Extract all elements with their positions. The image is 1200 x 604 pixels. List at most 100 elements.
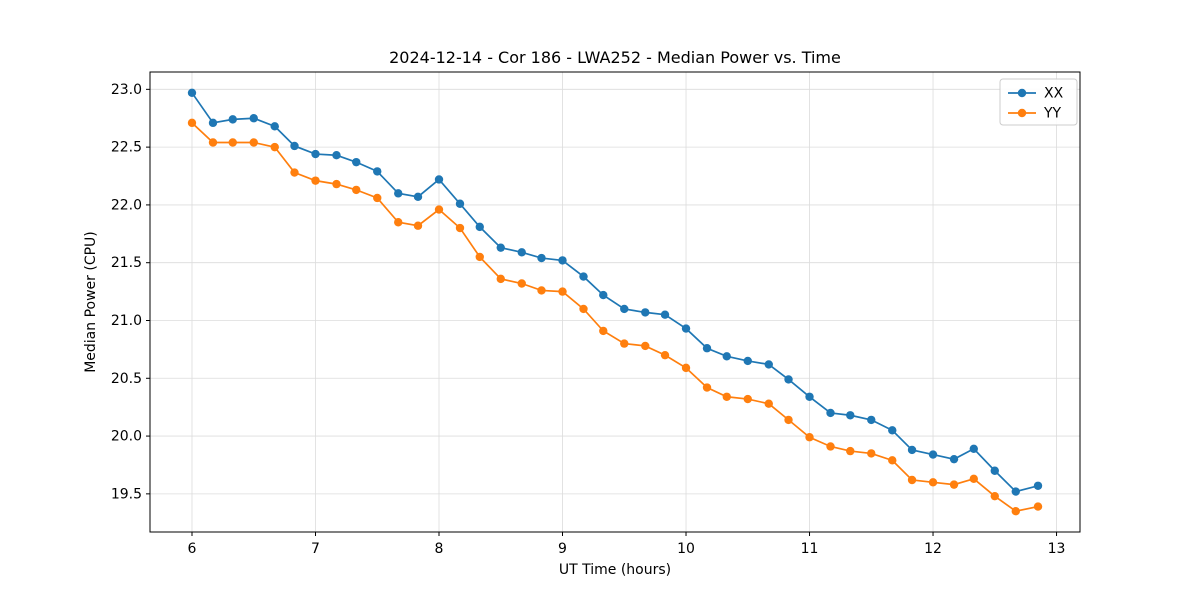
y-tick-label: 23.0: [111, 82, 142, 98]
marker-XX: [496, 243, 505, 252]
marker-XX: [888, 426, 897, 435]
marker-YY: [907, 475, 917, 485]
marker-XX: [1033, 481, 1043, 490]
marker-YY: [620, 339, 629, 348]
marker-YY: [290, 168, 299, 177]
marker-XX: [990, 466, 999, 475]
marker-YY: [702, 383, 712, 392]
legend-marker-XX: [1017, 88, 1027, 98]
marker-YY: [805, 433, 814, 442]
marker-XX: [641, 308, 650, 317]
marker-XX: [784, 375, 793, 384]
marker-YY: [332, 179, 341, 189]
marker-XX: [764, 360, 773, 369]
marker-YY: [867, 449, 876, 458]
marker-YY: [413, 221, 423, 230]
marker-XX: [537, 253, 546, 263]
marker-XX: [311, 149, 320, 159]
marker-YY: [641, 341, 650, 351]
marker-YY: [990, 491, 999, 501]
legend: XX YY: [999, 78, 1078, 126]
marker-YY: [352, 185, 361, 195]
marker-XX: [599, 290, 608, 300]
marker-YY: [599, 326, 608, 336]
y-tick-label: 21.0: [111, 313, 142, 329]
y-tick-label: 21.5: [111, 255, 142, 271]
marker-XX: [455, 199, 465, 208]
marker-XX: [558, 256, 567, 265]
marker-YY: [517, 279, 526, 288]
marker-YY: [1011, 506, 1020, 516]
marker-XX: [826, 408, 835, 418]
marker-XX: [702, 344, 712, 353]
marker-YY: [764, 399, 773, 408]
marker-XX: [332, 151, 341, 160]
legend-label-XX: XX: [1044, 86, 1064, 102]
y-tick-label: 20.5: [111, 371, 142, 387]
marker-XX: [722, 352, 731, 361]
marker-YY: [270, 142, 279, 152]
x-tick-label: 12: [924, 541, 942, 557]
y-tick-label: 20.0: [111, 429, 142, 445]
marker-YY: [928, 478, 938, 487]
marker-XX: [805, 392, 814, 401]
marker-XX: [187, 88, 197, 98]
marker-XX: [517, 248, 526, 257]
x-tick-label: 9: [558, 541, 567, 557]
legend-label-YY: YY: [1043, 106, 1062, 122]
marker-XX: [228, 115, 237, 124]
marker-XX: [475, 222, 484, 232]
x-tick-label: 10: [677, 541, 695, 557]
marker-XX: [846, 411, 855, 420]
marker-XX: [681, 324, 691, 333]
marker-XX: [208, 118, 218, 128]
marker-XX: [928, 450, 938, 459]
marker-YY: [373, 193, 382, 203]
marker-YY: [1033, 502, 1043, 511]
x-tick-label: 13: [1048, 541, 1066, 557]
x-axis-label: UT Time (hours): [559, 562, 671, 578]
marker-YY: [249, 138, 258, 147]
marker-YY: [579, 304, 588, 314]
axes: 6 7 8 9 10 11 12 13 19.5 20.0 20.5 21.0 21.5 22.0 22.5…: [111, 71, 1081, 557]
marker-XX: [290, 141, 299, 151]
marker-XX: [969, 444, 978, 453]
y-tick-label: 22.5: [111, 140, 142, 156]
marker-YY: [888, 456, 897, 465]
marker-XX: [743, 356, 752, 366]
legend-marker-YY: [1017, 108, 1027, 118]
x-tick-label: 6: [188, 541, 197, 557]
marker-YY: [681, 363, 691, 373]
marker-YY: [722, 392, 731, 401]
y-tick-label: 19.5: [111, 486, 142, 502]
marker-XX: [1011, 487, 1020, 496]
marker-YY: [558, 287, 567, 296]
legend-box: [999, 78, 1078, 126]
marker-XX: [413, 192, 423, 202]
marker-YY: [228, 138, 237, 147]
x-tick-label: 11: [801, 541, 819, 557]
marker-YY: [743, 394, 752, 404]
marker-XX: [270, 122, 279, 131]
y-axis-label: Median Power (CPU): [83, 231, 99, 373]
marker-XX: [907, 445, 917, 455]
marker-YY: [455, 223, 465, 233]
marker-XX: [620, 304, 629, 314]
marker-YY: [475, 252, 484, 262]
marker-YY: [434, 205, 444, 214]
chart-title: 2024-12-14 - Cor 186 - LWA252 - Median P…: [389, 48, 841, 67]
marker-YY: [784, 415, 793, 425]
x-tick-label: 7: [311, 541, 320, 557]
y-tick-label: 22.0: [111, 197, 142, 213]
marker-YY: [826, 442, 835, 451]
marker-XX: [949, 454, 959, 464]
marker-YY: [208, 138, 218, 147]
marker-YY: [394, 218, 403, 227]
marker-XX: [373, 167, 382, 176]
marker-XX: [867, 415, 876, 425]
x-tick-label: 8: [435, 541, 444, 557]
marker-YY: [537, 286, 546, 295]
marker-XX: [352, 157, 361, 167]
